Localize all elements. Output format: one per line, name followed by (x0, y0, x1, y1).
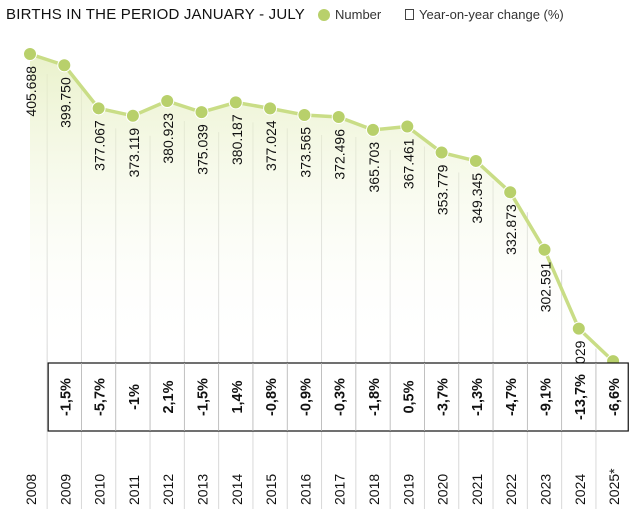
year-tick-label: 2013 (195, 474, 211, 505)
data-label: 332.873 (503, 204, 519, 255)
legend-change: Year-on-year change (%) (405, 7, 564, 22)
data-point (194, 105, 209, 120)
data-label: 353.779 (435, 164, 451, 215)
data-label: 399.750 (57, 77, 73, 128)
data-point (571, 321, 586, 336)
year-tick-label: 2017 (332, 474, 348, 505)
data-point (297, 107, 312, 122)
year-tick-label: 2022 (503, 474, 519, 505)
data-label: 373.565 (297, 127, 313, 178)
legend-number: Number (318, 7, 381, 22)
data-label: 380.923 (160, 113, 176, 164)
year-tick-label: 2024 (572, 474, 588, 505)
year-tick-label: 2015 (263, 474, 279, 505)
data-label: 377.067 (92, 120, 108, 171)
year-tick-label: 2016 (297, 474, 313, 505)
change-label: -0,8% (264, 378, 280, 416)
data-point (366, 122, 380, 137)
change-label: -0,3% (333, 378, 349, 416)
year-tick-label: 2012 (160, 474, 176, 505)
data-label: 302.591 (538, 261, 554, 312)
year-tick-label: 2018 (366, 474, 382, 505)
data-point (91, 101, 106, 116)
change-box (47, 362, 629, 432)
year-tick-label: 2011 (126, 475, 142, 505)
year-tick-label: 2009 (57, 474, 73, 505)
change-label: -1,5% (58, 378, 74, 416)
change-label: -13,7% (573, 374, 589, 420)
data-label: 380.187 (229, 114, 245, 165)
legend-change-label: Year-on-year change (%) (419, 7, 564, 22)
data-point (503, 185, 518, 200)
legend-number-label: Number (335, 7, 382, 22)
data-point (228, 95, 243, 110)
year-tick-label: 2020 (435, 474, 451, 505)
year-tick-label: 2014 (229, 474, 245, 505)
data-label: 377.024 (263, 120, 279, 171)
data-point (263, 101, 278, 116)
year-tick-label: 2023 (538, 474, 554, 505)
change-label: 2,1% (161, 380, 177, 413)
data-point (468, 153, 483, 168)
data-point (400, 119, 415, 134)
data-point (57, 58, 72, 73)
change-label: -1% (127, 384, 143, 410)
data-label: 373.119 (126, 128, 142, 178)
year-tick-label: 2008 (23, 474, 39, 505)
data-point (160, 93, 175, 108)
data-label: 365.703 (366, 142, 382, 193)
data-point (23, 46, 37, 61)
change-label: -5,7% (93, 378, 109, 416)
data-point (331, 109, 346, 124)
chart-title: BIRTHS IN THE PERIOD JANUARY - JULY (6, 6, 306, 23)
legend-number-swatch (318, 8, 330, 21)
change-label: 1,4% (230, 380, 246, 413)
data-label: 375.039 (195, 124, 211, 175)
change-label: -1,3% (470, 378, 486, 416)
data-label: 349.345 (469, 173, 485, 224)
data-point (434, 145, 449, 160)
change-label: -0,9% (298, 378, 314, 416)
change-label: -3,7% (436, 378, 452, 416)
data-label: 405.688 (23, 66, 39, 117)
change-label: -1,5% (196, 378, 212, 416)
legend-change-swatch (405, 9, 414, 20)
year-tick-label: 2010 (92, 474, 108, 505)
year-tick-label: 2021 (469, 474, 485, 505)
number-area (30, 53, 614, 363)
data-label: 372.496 (332, 129, 348, 180)
change-label: 0,5% (401, 380, 417, 413)
change-label: -6,6% (607, 378, 623, 416)
data-point (125, 108, 140, 123)
change-label: -9,1% (539, 378, 555, 416)
data-label: 367.461 (400, 138, 416, 189)
change-label: -1,8% (367, 378, 383, 416)
data-point (537, 242, 552, 257)
year-tick-label: 2025* (606, 468, 622, 505)
change-label: -4,7% (504, 378, 520, 416)
year-tick-label: 2019 (400, 474, 416, 505)
